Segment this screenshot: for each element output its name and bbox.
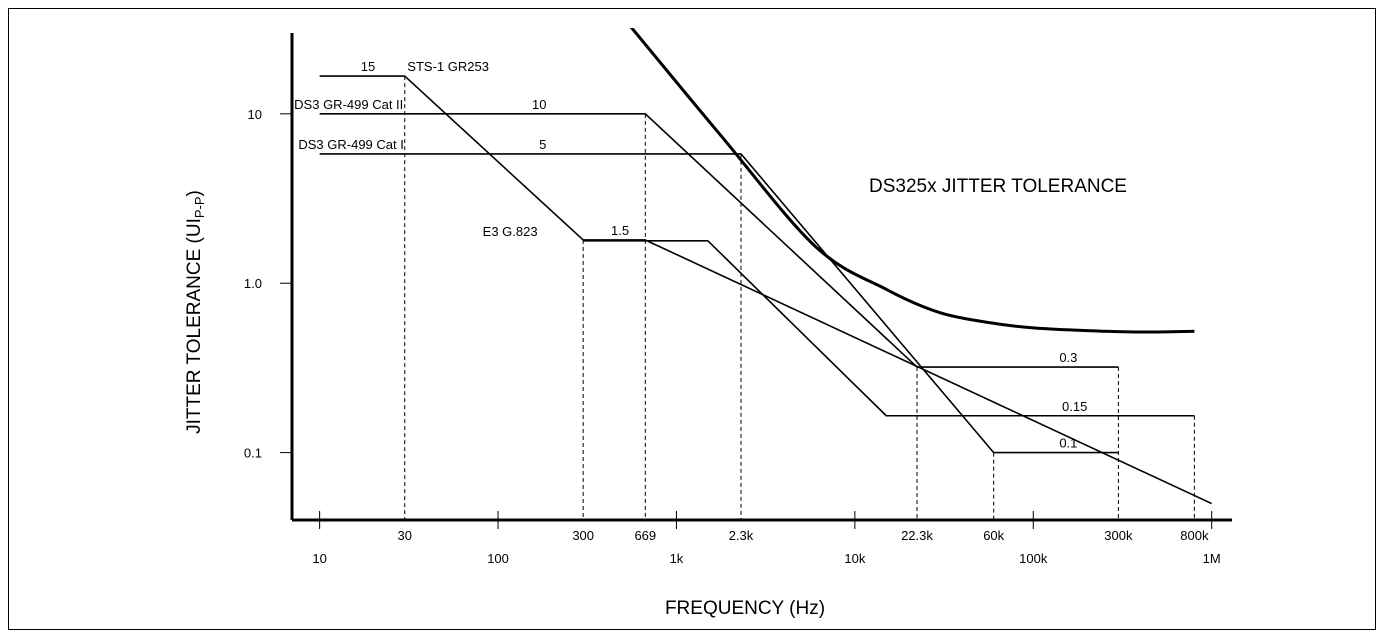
x-decade-tick-label-0: 10 xyxy=(312,551,326,566)
series-annotation-8: 0.3 xyxy=(1059,350,1077,365)
y-axis-label-main: JITTER TOLERANCE (UI xyxy=(184,218,205,434)
x-decade-tick-label-4: 100k xyxy=(1019,551,1048,566)
x-corner-tick-label-0: 30 xyxy=(398,528,412,543)
x-axis-label: FREQUENCY (Hz) xyxy=(665,598,825,619)
series-annotation-4: DS3 GR-499 Cat I xyxy=(298,137,404,152)
series-annotation-5: 5 xyxy=(539,137,546,152)
x-corner-tick-label-5: 60k xyxy=(983,528,1004,543)
x-decade-tick-label-1: 100 xyxy=(487,551,509,566)
series-annotation-0: 15 xyxy=(361,59,375,74)
series-annotation-1: STS-1 GR253 xyxy=(407,59,489,74)
series-annotation-3: 10 xyxy=(532,97,546,112)
y-tick-label-2: 0.1 xyxy=(244,446,262,461)
y-tick-label-1: 1.0 xyxy=(244,276,262,291)
series-annotation-9: 0.15 xyxy=(1062,399,1087,414)
series-annotation-10: 0.1 xyxy=(1059,436,1077,451)
series-group xyxy=(320,26,1212,504)
series-line-1 xyxy=(320,114,1119,367)
series-annotation-2: DS3 GR-499 Cat II xyxy=(294,97,403,112)
x-corner-tick-label-7: 800k xyxy=(1180,528,1209,543)
x-corner-tick-label-6: 300k xyxy=(1104,528,1133,543)
x-decade-tick-label-3: 10k xyxy=(844,551,865,566)
y-axis-label-subscript: P-P xyxy=(192,196,207,218)
x-decade-tick-label-5: 1M xyxy=(1203,551,1221,566)
y-tick-label-0: 10 xyxy=(248,107,262,122)
series-annotation-7: 1.5 xyxy=(611,223,629,238)
x-corner-tick-label-3: 2.3k xyxy=(729,528,754,543)
series-line-0 xyxy=(320,76,1212,503)
x-corner-tick-label-2: 669 xyxy=(634,528,656,543)
x-decade-tick-label-2: 1k xyxy=(670,551,684,566)
y-axis-label-close: ) xyxy=(184,190,205,196)
y-axis-label: JITTER TOLERANCE (UIP-P) xyxy=(184,190,207,434)
x-corner-tick-label-1: 300 xyxy=(572,528,594,543)
chart-title: DS325x JITTER TOLERANCE xyxy=(869,176,1127,197)
series-annotation-6: E3 G.823 xyxy=(483,224,538,239)
x-corner-tick-label-4: 22.3k xyxy=(901,528,933,543)
series-line-2 xyxy=(320,154,1119,453)
chart-marks: 15 STS-1 GR253 DS3 GR-499 Cat II 10 DS3 GR-4… xyxy=(294,26,1211,520)
